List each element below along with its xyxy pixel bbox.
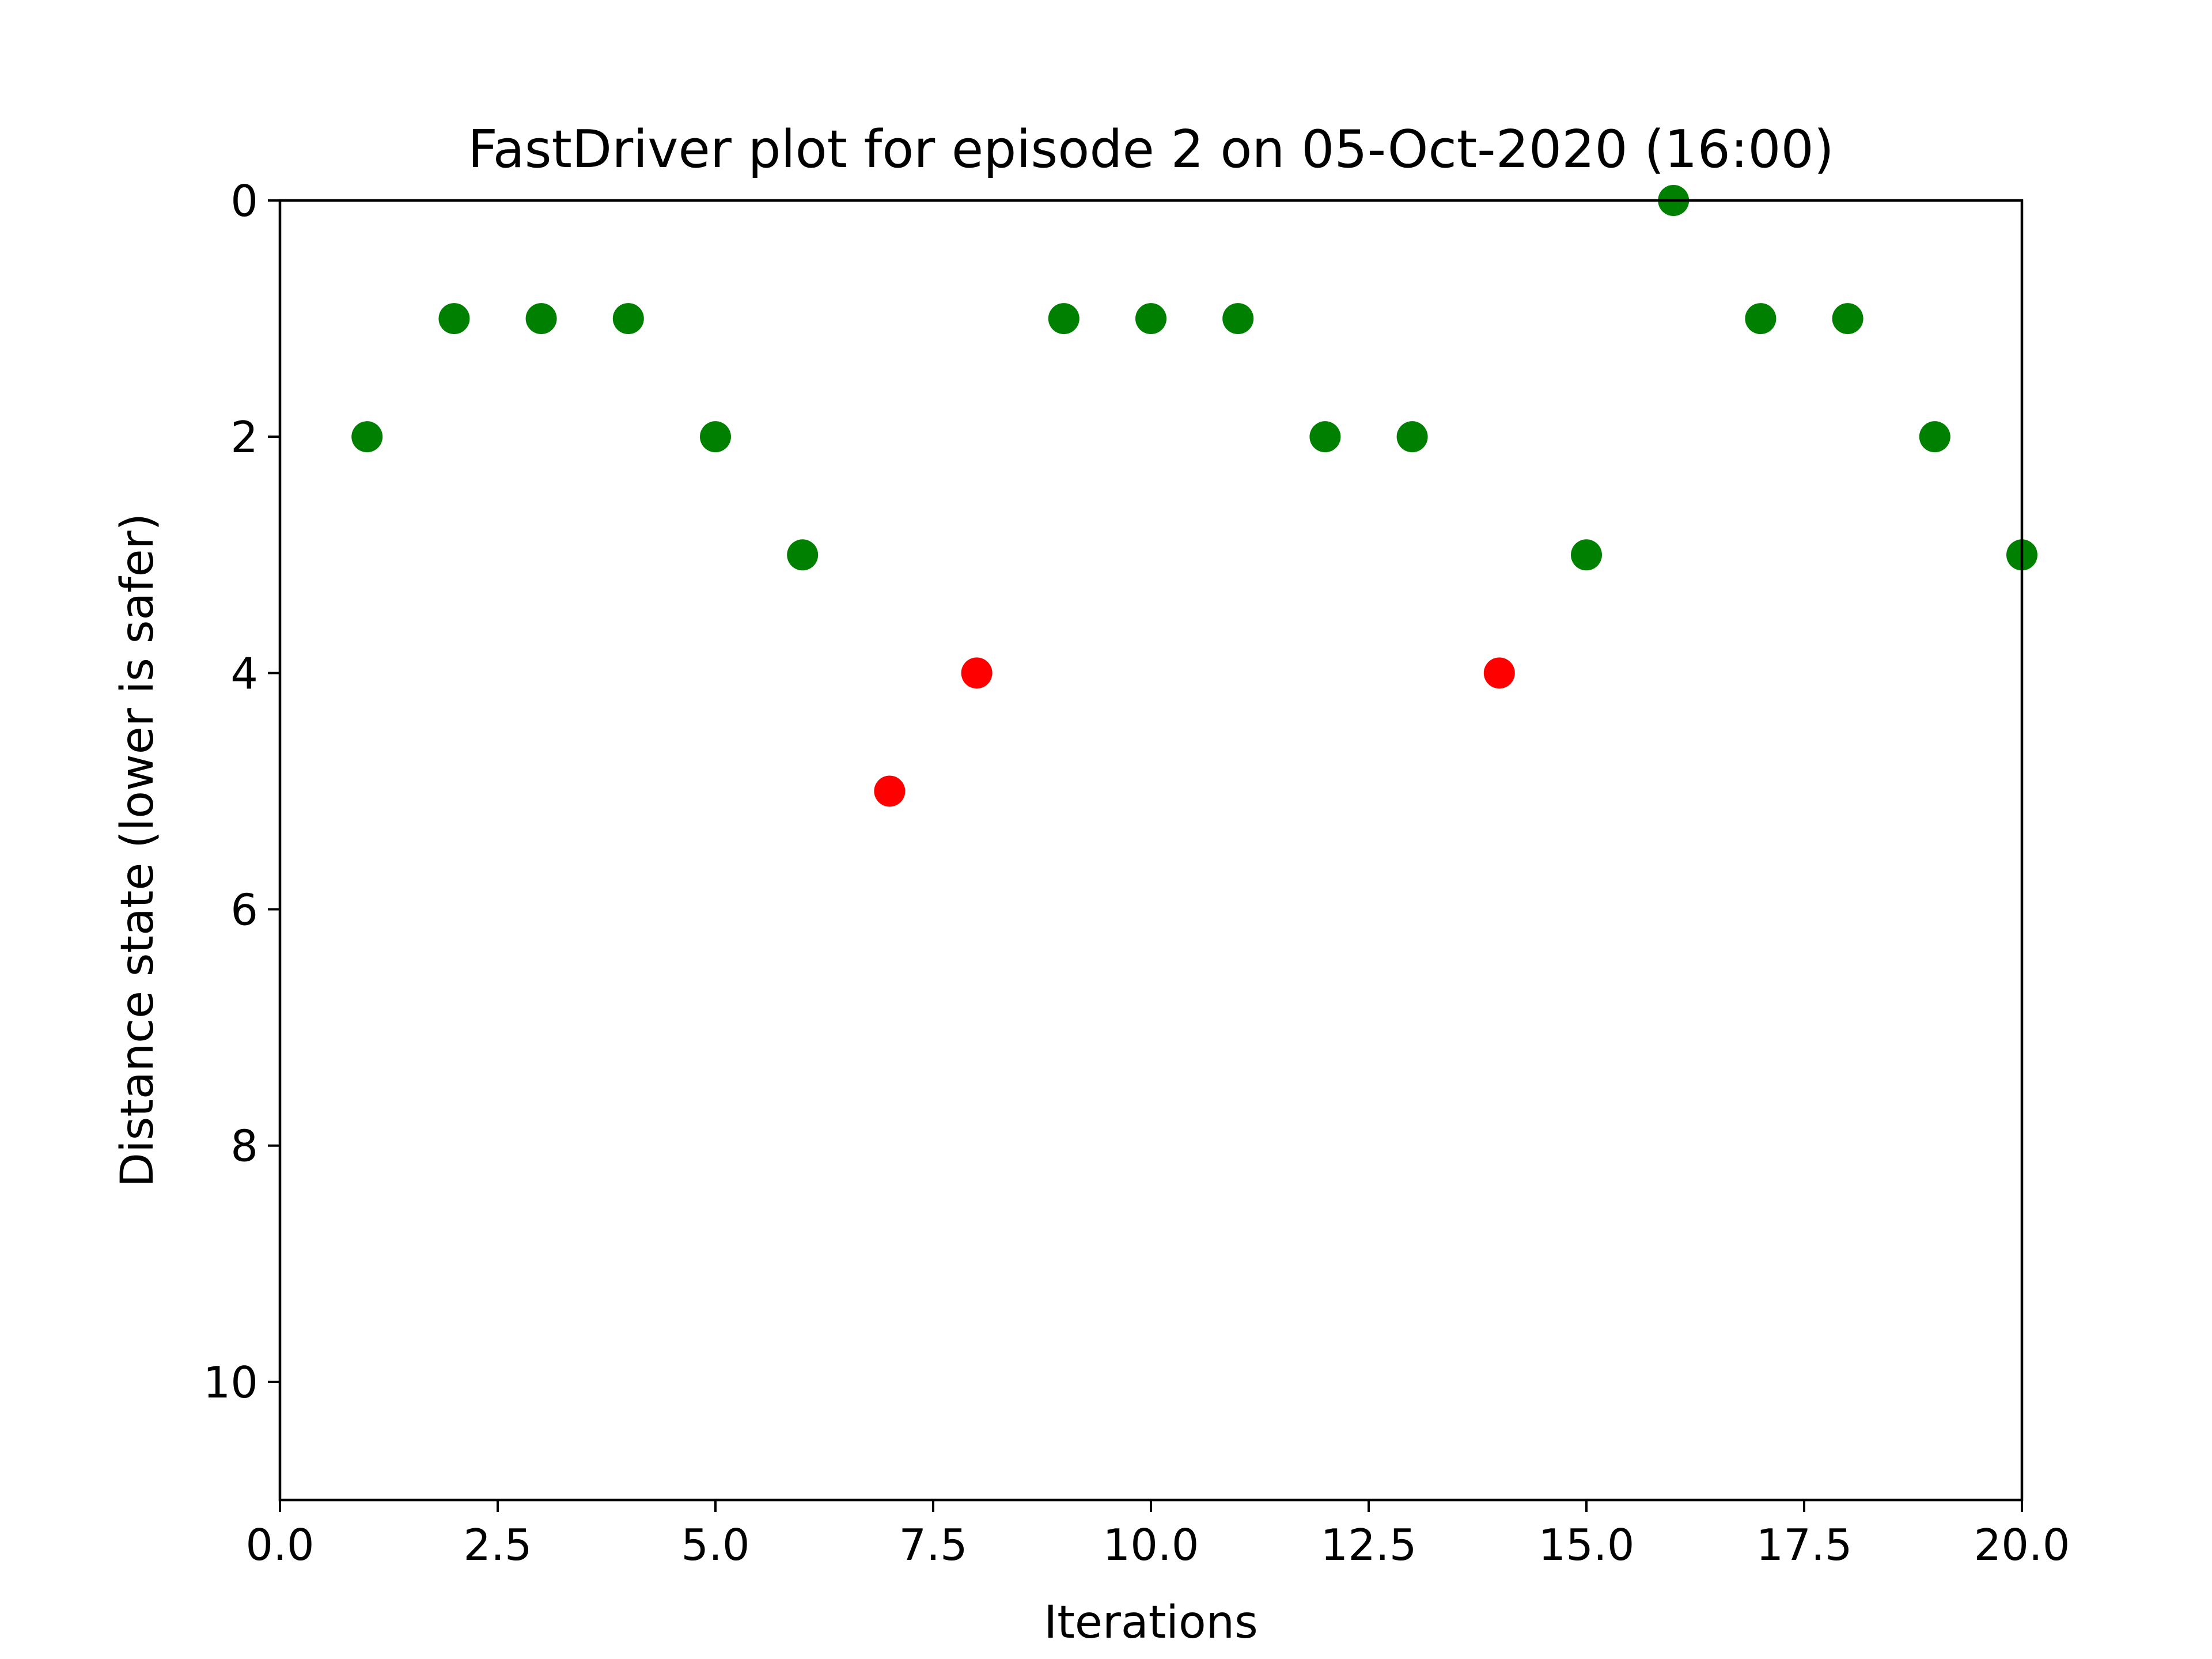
data-point-safe (1919, 421, 1950, 453)
data-point-safe (1745, 303, 1777, 335)
data-point-safe (612, 303, 644, 335)
data-point-unsafe (961, 657, 993, 689)
x-tick-label: 5.0 (681, 1520, 749, 1570)
data-point-unsafe (874, 775, 906, 807)
x-axis-label: Iterations (1044, 1597, 1258, 1649)
y-tick-label: 10 (203, 1357, 258, 1408)
data-point-safe (1222, 303, 1254, 335)
plot-frame (278, 199, 2024, 1502)
y-tick-label: 0 (230, 176, 258, 226)
y-tick-label: 6 (230, 885, 258, 935)
data-point-safe (1832, 303, 1863, 335)
data-point-safe (1135, 303, 1166, 335)
data-point-safe (700, 421, 731, 453)
x-tick-label: 17.5 (1756, 1520, 1853, 1570)
x-tick-label: 10.0 (1103, 1520, 1199, 1570)
x-tick-label: 2.5 (463, 1520, 532, 1570)
x-tick-label: 0.0 (245, 1520, 314, 1570)
x-tick-label: 12.5 (1321, 1520, 1417, 1570)
x-tick-label: 20.0 (1974, 1520, 2070, 1570)
y-axis-label: Distance state (lower is safer) (112, 513, 164, 1187)
data-point-safe (1571, 539, 1602, 571)
data-point-safe (351, 421, 383, 453)
y-tick-label: 2 (230, 412, 258, 463)
y-tick-label: 8 (230, 1121, 258, 1172)
data-point-safe (1396, 421, 1428, 453)
data-point-safe (1048, 303, 1080, 335)
x-axis-ticks: 0.0 2.5 5.0 7.5 10.0 12.5 15.0 17.5 20.0 (245, 1500, 2070, 1570)
chart-title: FastDriver plot for episode 2 on 05-Oct-… (468, 119, 1834, 180)
data-point-safe (1309, 421, 1341, 453)
y-tick-label: 4 (230, 648, 258, 699)
data-point-safe (787, 539, 819, 571)
data-point-unsafe (1483, 657, 1515, 689)
x-tick-label: 15.0 (1539, 1520, 1635, 1570)
x-tick-label: 7.5 (899, 1520, 967, 1570)
y-axis-ticks: 0 2 4 6 8 10 (203, 176, 280, 1408)
data-point-safe (438, 303, 470, 335)
data-point-safe (525, 303, 557, 335)
